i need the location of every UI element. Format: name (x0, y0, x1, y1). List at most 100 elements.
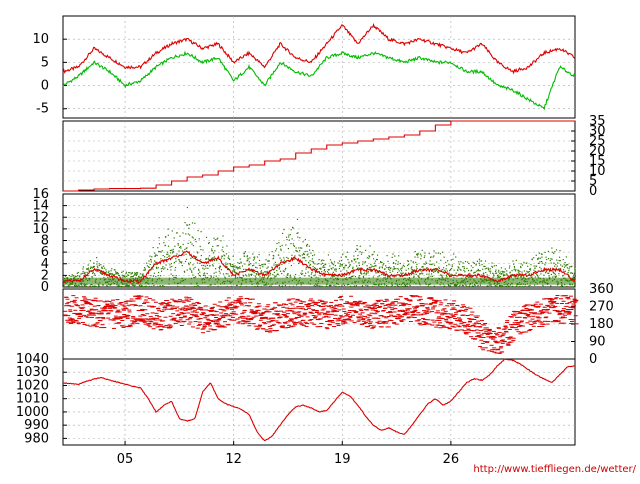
wind-speed-point (87, 274, 89, 277)
wind-speed-point (466, 285, 468, 288)
wind-speed-point (428, 271, 431, 273)
wind-speed-point (281, 285, 283, 287)
wind-direction-point (447, 303, 451, 305)
wind-direction-point (195, 302, 200, 304)
wind-direction-point (292, 313, 297, 315)
wind-speed-point (440, 269, 442, 271)
wind-speed-point (122, 276, 124, 278)
wind-speed-point (402, 264, 404, 266)
wind-speed-point (389, 271, 391, 274)
wind-direction-point (281, 303, 286, 305)
wind-direction-point (177, 321, 182, 323)
wind-direction-point (468, 307, 473, 309)
wind-direction-point (93, 297, 98, 299)
wind-speed-point (378, 267, 381, 269)
wind-speed-point (333, 261, 336, 263)
wind-speed-point (420, 273, 422, 275)
wind-speed-point (378, 284, 380, 287)
wind-speed-point (220, 240, 222, 242)
source-credit-link[interactable]: http://www.tieffliegen.de/wetter/ (473, 464, 636, 475)
wind-speed-point (325, 285, 328, 288)
wind-direction-point (534, 320, 539, 322)
wind-speed-point (103, 267, 106, 269)
wind-speed-point (315, 276, 317, 278)
wind-direction-point (175, 306, 179, 308)
wind-speed-point (188, 227, 190, 229)
wind-direction-point (358, 308, 363, 310)
wind-direction-point (183, 315, 187, 317)
wind-direction-point (359, 310, 364, 312)
wind-speed-point (504, 268, 506, 270)
wind-direction-point (260, 313, 265, 315)
wind-speed-point (223, 258, 225, 260)
wind-speed-point (267, 276, 269, 278)
wind-direction-point (516, 323, 521, 325)
wind-speed-point (365, 272, 367, 275)
wind-direction-point (179, 312, 184, 314)
wind-direction-point (429, 302, 434, 304)
wind-direction-point (416, 314, 421, 316)
wind-direction-point (407, 311, 412, 313)
wind-speed-point (254, 285, 256, 288)
wind-speed-point (177, 244, 179, 246)
wind-direction-point (526, 309, 531, 311)
wind-direction-point (404, 298, 409, 300)
wind-speed-point (109, 273, 111, 275)
wind-speed-point (205, 236, 208, 239)
wind-direction-point (348, 303, 353, 305)
wind-speed-point (264, 271, 266, 273)
wind-speed-point (564, 261, 566, 264)
wind-direction-point (178, 319, 183, 321)
wind-direction-point (371, 317, 376, 319)
wind-speed-point (133, 274, 136, 276)
wind-direction-point (305, 316, 310, 318)
wind-speed-point (571, 272, 573, 274)
wind-speed-point (240, 262, 242, 264)
wind-speed-point (63, 285, 65, 288)
wind-speed-point (121, 274, 123, 276)
wind-direction-point (476, 334, 481, 336)
wind-speed-point (298, 262, 300, 264)
wind-direction-point (71, 322, 76, 324)
wind-speed-point (381, 267, 384, 269)
wind-direction-point (496, 327, 501, 329)
wind-speed-point (330, 261, 333, 263)
wind-direction-point (379, 326, 384, 328)
wind-speed-point (354, 275, 357, 278)
wind-direction-point (481, 349, 486, 351)
wind-direction-point (479, 334, 484, 336)
wind-speed-point (463, 266, 465, 268)
wind-speed-point (383, 274, 385, 276)
wind-direction-point (381, 310, 386, 312)
wind-direction-point (130, 323, 135, 325)
wind-direction-point (227, 318, 232, 320)
wind-direction-point (368, 315, 373, 317)
wind-speed-point (92, 285, 94, 287)
wind-direction-point (171, 318, 176, 320)
wind-speed-point (332, 276, 334, 278)
wind-speed-point (303, 253, 306, 255)
wind-speed-point (464, 260, 467, 263)
wind-speed-point (280, 259, 283, 261)
wind-direction-point (399, 320, 404, 322)
wind-speed-point (83, 285, 86, 287)
wind-direction-point (450, 308, 455, 310)
wind-speed-point (457, 269, 459, 271)
wind-speed-point (98, 284, 100, 286)
wind-direction-point (436, 324, 441, 326)
wind-direction-point (187, 323, 192, 325)
wind-speed-point (256, 274, 258, 276)
wind-direction-point (161, 309, 166, 311)
wind-direction-point (297, 314, 302, 316)
wind-direction-point (490, 349, 495, 351)
wind-direction-point (256, 312, 261, 314)
wind-direction-point (443, 310, 448, 312)
wind-direction-point (567, 302, 572, 304)
wind-direction-point (400, 302, 405, 304)
wind-direction-point (524, 331, 529, 333)
wind-speed-point (260, 285, 262, 288)
wind-speed-point (372, 285, 374, 288)
wind-speed-point (155, 275, 157, 278)
wind-direction-point (312, 301, 317, 303)
